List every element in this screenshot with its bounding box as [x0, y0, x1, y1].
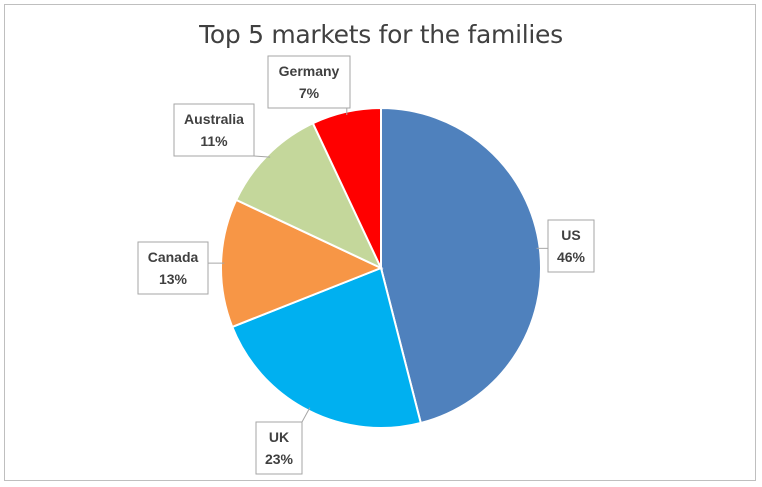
chart-title: Top 5 markets for the families: [199, 20, 563, 49]
data-label-category: Australia: [184, 111, 244, 127]
data-label-box: [173, 103, 255, 157]
data-label-germany: Germany 7%: [267, 55, 351, 109]
data-label-us: US 46%: [547, 219, 595, 273]
data-label-category: US: [561, 227, 580, 243]
data-label-category: Germany: [279, 63, 340, 79]
data-label-category: Canada: [148, 249, 199, 265]
pie-slice-australia: [234, 121, 384, 271]
data-label-value: 11%: [200, 133, 228, 149]
callout-leader-australia: [253, 155, 271, 158]
data-label-uk: UK 23%: [255, 421, 303, 475]
data-label-value: 13%: [159, 271, 188, 287]
data-label-australia: Australia 11%: [173, 103, 255, 157]
data-label-box: [547, 219, 595, 273]
data-label-category: UK: [269, 429, 289, 445]
data-label-value: 46%: [557, 249, 586, 265]
pie-slice-germany: [311, 106, 382, 269]
data-label-box: [255, 421, 303, 475]
data-label-value: 23%: [265, 451, 294, 467]
data-label-canada: Canada 13%: [137, 241, 209, 295]
data-label-box: [137, 241, 209, 295]
data-label-value: 7%: [299, 85, 320, 101]
callout-leader-uk: [301, 407, 311, 423]
data-label-box: [267, 55, 351, 109]
